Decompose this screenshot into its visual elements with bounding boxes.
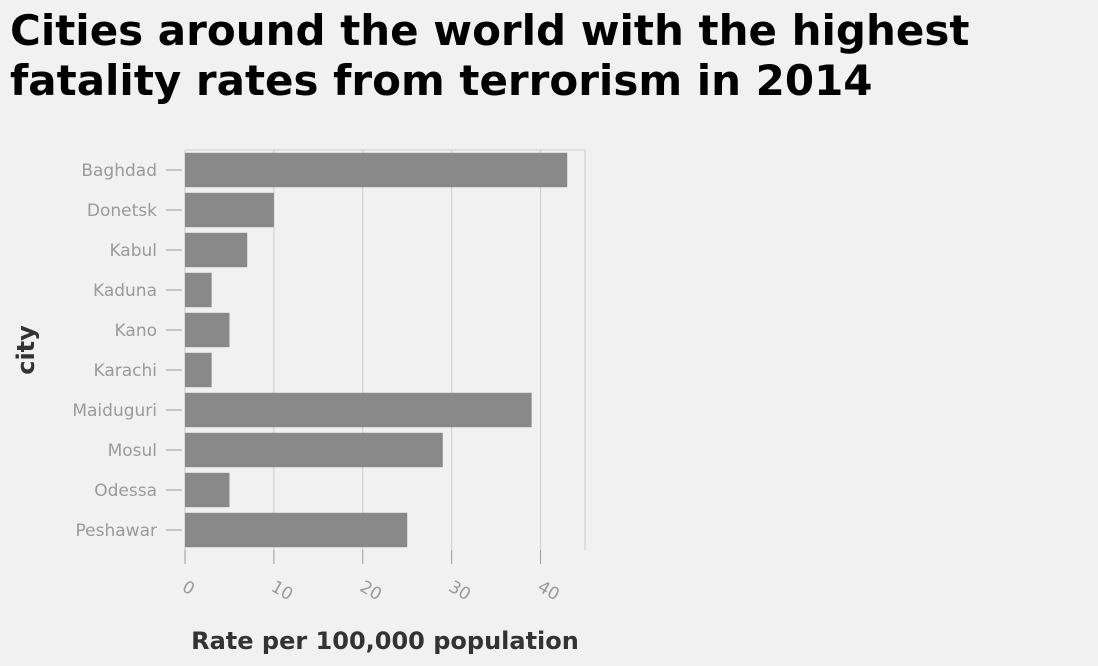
bar (185, 192, 274, 228)
bar (185, 232, 248, 268)
x-tick-label: 20 (356, 577, 385, 605)
bar (185, 312, 230, 348)
bar (185, 152, 568, 188)
y-tick-label: Kano (115, 321, 157, 341)
bar (185, 512, 408, 548)
x-tick-label: 40 (534, 577, 563, 605)
y-tick-label: Mosul (108, 441, 157, 461)
y-tick-label: Peshawar (76, 521, 157, 541)
x-axis-title: Rate per 100,000 population (191, 627, 579, 655)
x-tick-label: 0 (179, 577, 198, 600)
y-tick-label: Karachi (93, 361, 157, 381)
bar (185, 392, 532, 428)
y-tick-label: Donetsk (87, 201, 157, 221)
bar (185, 272, 212, 308)
y-tick-label: Odessa (94, 481, 157, 501)
y-axis: Baghdad Donetsk Kabul Kaduna Kano Karachi Maid… (72, 161, 182, 541)
x-tick-label: 10 (267, 577, 296, 605)
y-tick-label: Baghdad (81, 161, 157, 181)
bars (185, 152, 568, 548)
y-tick-label: Kabul (109, 241, 157, 261)
y-tick-label: Maiduguri (72, 401, 157, 421)
bar (185, 352, 212, 388)
bar (185, 432, 443, 468)
x-tick-label: 30 (445, 577, 474, 605)
y-axis-title: city (12, 325, 40, 375)
x-axis: 0 10 20 30 40 (179, 550, 563, 605)
y-tick-label: Kaduna (93, 281, 157, 301)
chart-title: Cities around the world with the highest… (10, 6, 970, 105)
bar (185, 472, 230, 508)
